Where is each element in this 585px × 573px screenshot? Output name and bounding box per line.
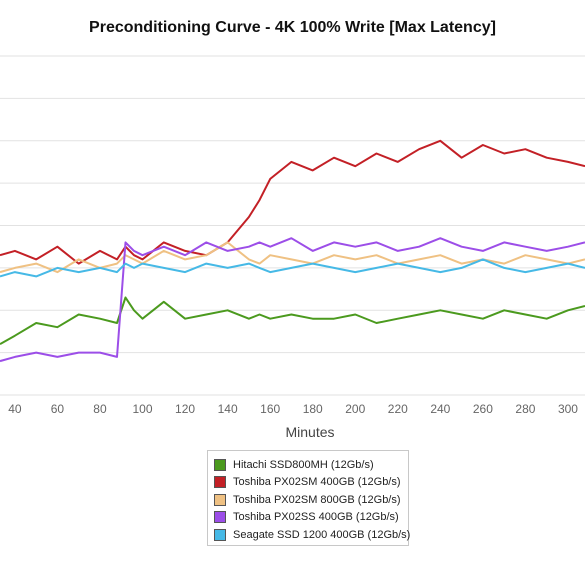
grid-lines: [0, 55, 585, 396]
legend-swatch: [214, 476, 226, 489]
x-tick-label: 40: [8, 402, 22, 416]
x-tick-labels: 40 60 80 100 120 140 160 180 200 220 240 260 280 300: [8, 402, 578, 416]
x-tick-label: 180: [303, 402, 323, 416]
legend-swatch: [214, 458, 226, 471]
x-tick-label: 220: [388, 402, 408, 416]
legend-item: Seagate SSD 1200 400GB (12Gb/s): [214, 526, 410, 544]
legend-label: Hitachi SSD800MH (12Gb/s): [233, 458, 374, 471]
legend-swatch: [214, 511, 226, 524]
x-tick-label: 200: [345, 402, 365, 416]
x-tick-label: 280: [515, 402, 535, 416]
x-tick-label: 300: [558, 402, 578, 416]
chart-title: Preconditioning Curve - 4K 100% Write [M…: [89, 19, 496, 36]
series-line-2: [0, 139, 585, 265]
x-tick-label: 260: [473, 402, 493, 416]
series-line-5: [0, 258, 585, 278]
legend: Hitachi SSD800MH (12Gb/s) Toshiba PX02SM …: [207, 450, 410, 546]
x-tick-label: 60: [51, 402, 65, 416]
x-tick-label: 240: [430, 402, 450, 416]
legend-item: Hitachi SSD800MH (12Gb/s): [214, 456, 402, 474]
series-line-1: [0, 296, 585, 345]
legend-label: Toshiba PX02SM 400GB (12Gb/s): [233, 476, 401, 489]
x-tick-label: 100: [133, 402, 153, 416]
x-tick-label: 120: [175, 402, 195, 416]
x-tick-label: 160: [260, 402, 280, 416]
legend-label: Toshiba PX02SS 400GB (12Gb/s): [233, 511, 399, 524]
series-lines: [0, 139, 585, 363]
series-line-4: [0, 237, 585, 363]
legend-swatch: [214, 493, 226, 506]
x-tick-label: 140: [218, 402, 238, 416]
legend-label: Toshiba PX02SM 800GB (12Gb/s): [233, 493, 401, 506]
legend-item: Toshiba PX02SS 400GB (12Gb/s): [214, 509, 402, 527]
legend-item: Toshiba PX02SM 400GB (12Gb/s): [214, 474, 402, 492]
x-axis-title: Minutes: [285, 424, 334, 440]
plot-area: 40 60 80 100 120 140 160 180 200 220 240 260 280 300 …: [0, 55, 585, 440]
x-tick-label: 80: [93, 402, 107, 416]
legend-label: Seagate SSD 1200 400GB (12Gb/s): [233, 528, 411, 541]
legend-swatch: [214, 528, 226, 541]
legend-item: Toshiba PX02SM 800GB (12Gb/s): [214, 491, 402, 509]
